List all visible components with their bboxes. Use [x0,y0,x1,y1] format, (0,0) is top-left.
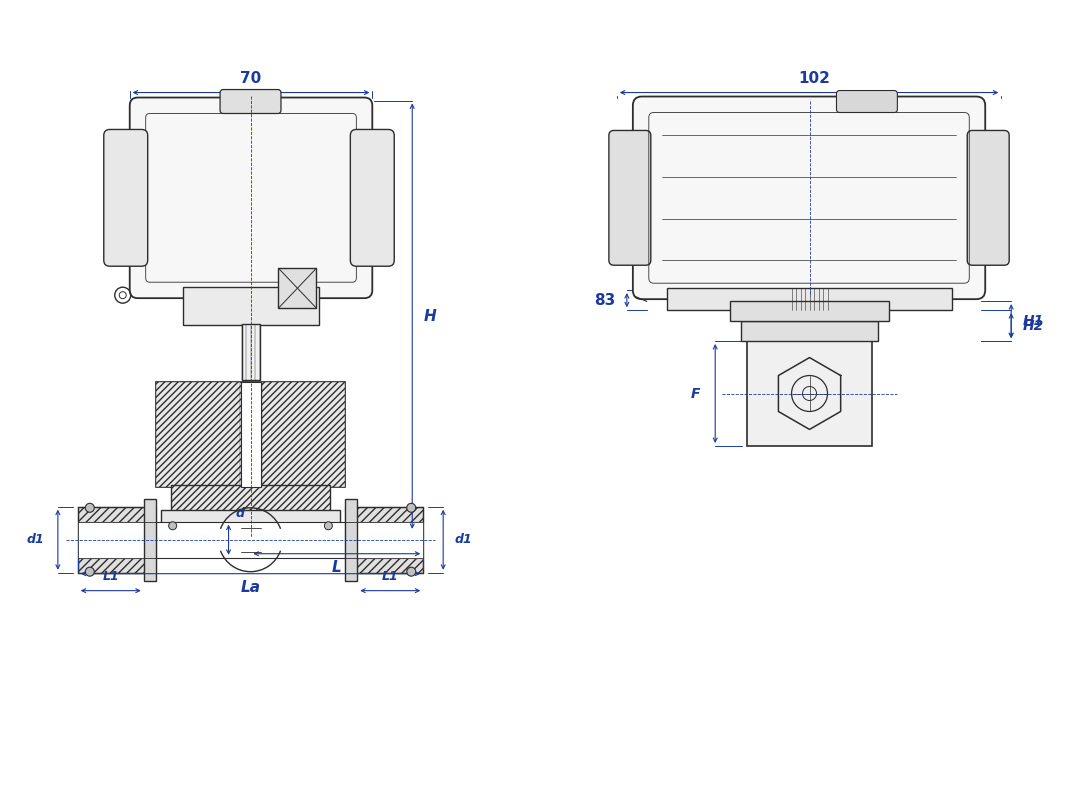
FancyBboxPatch shape [633,96,985,299]
Bar [240,382,261,487]
FancyBboxPatch shape [220,89,281,114]
Circle shape [169,521,177,530]
Bar [156,382,240,487]
FancyBboxPatch shape [130,97,372,298]
Bar [160,510,340,532]
Text: 83: 83 [595,292,615,307]
FancyBboxPatch shape [763,304,856,342]
Bar [77,507,156,521]
Bar [77,558,156,573]
Text: L1: L1 [103,570,119,583]
Text: d: d [236,507,245,521]
FancyBboxPatch shape [104,130,147,266]
Bar [278,269,316,308]
Circle shape [407,567,416,576]
Bar [156,382,346,487]
FancyBboxPatch shape [837,91,898,112]
Circle shape [85,567,94,576]
Text: 102: 102 [799,71,830,86]
Bar [741,321,878,341]
Text: d1: d1 [27,533,45,546]
Text: L1: L1 [382,570,398,583]
Text: H2: H2 [1022,318,1044,333]
Bar [156,521,346,558]
Bar [144,498,156,581]
Bar [346,521,423,558]
Bar [77,521,156,558]
Text: La: La [240,580,261,595]
Bar [747,341,872,446]
Bar [262,382,346,487]
Bar [346,498,358,581]
Text: H: H [423,309,436,324]
Bar [346,507,423,521]
Text: L: L [332,560,341,575]
Circle shape [407,503,416,512]
Text: H1: H1 [1022,314,1044,328]
Text: 70: 70 [240,71,261,86]
Bar [730,301,889,321]
Text: F: F [691,386,700,401]
Bar [346,558,423,573]
Bar [668,288,951,310]
Text: d1: d1 [454,533,472,546]
Bar [170,485,331,512]
FancyBboxPatch shape [968,130,1009,265]
Bar [241,324,260,380]
Circle shape [324,521,333,530]
FancyBboxPatch shape [350,130,394,266]
Bar [182,288,320,325]
FancyBboxPatch shape [609,130,651,265]
Circle shape [85,503,94,512]
